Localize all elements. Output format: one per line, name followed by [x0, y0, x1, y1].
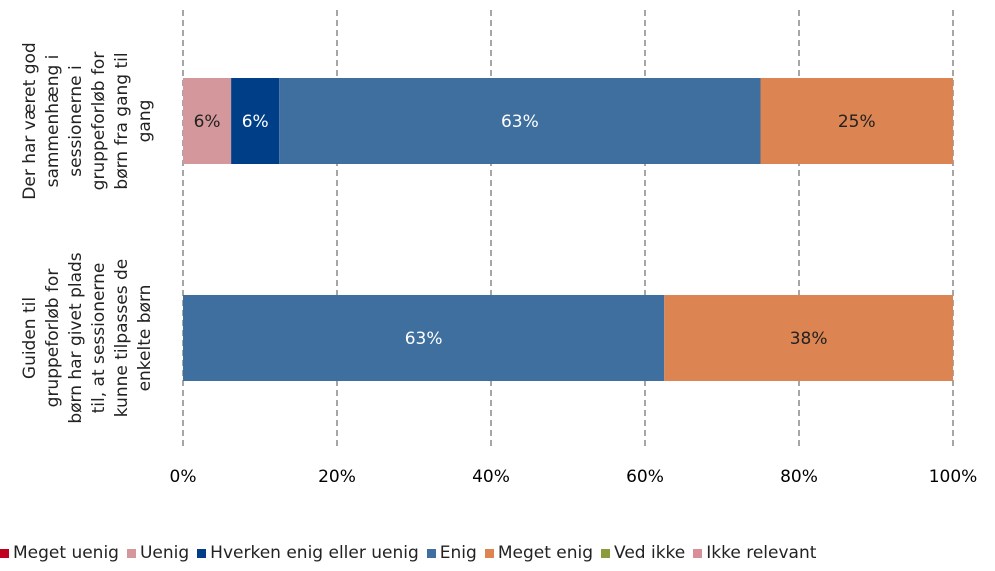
legend-label: Uenig — [139, 543, 190, 563]
category-label: Der har været god sammenhæng i sessioner… — [20, 42, 155, 200]
legend-item: Ved ikke — [601, 543, 685, 563]
legend-label: Enig — [439, 543, 477, 563]
legend-label: Meget uenig — [13, 543, 119, 563]
legend-item: Meget enig — [484, 543, 594, 563]
x-tick-label: 100% — [929, 467, 978, 487]
legend-item: Enig — [426, 543, 477, 563]
legend-swatch — [197, 548, 207, 558]
legend-swatch — [126, 548, 136, 558]
bar-segment — [664, 295, 953, 381]
legend-label: Hverken enig eller uenig — [210, 543, 419, 563]
value-label: 25% — [838, 112, 876, 132]
value-label: 6% — [194, 112, 221, 132]
legend-swatch — [693, 548, 703, 558]
value-label: 6% — [242, 112, 269, 132]
bar-segment — [279, 78, 761, 164]
legend: Meget uenig Uenig Hverken enig eller uenig… — [0, 543, 824, 563]
value-label: 38% — [790, 329, 828, 349]
legend-label: Ved ikke — [614, 543, 686, 563]
x-tick-label: 80% — [780, 467, 818, 487]
bar-segment — [183, 78, 232, 164]
bar-segment — [760, 78, 953, 164]
x-tick-label: 60% — [626, 467, 664, 487]
bar-segment — [183, 295, 665, 381]
x-tick-label: 20% — [318, 467, 356, 487]
category-label: Guiden til gruppeforløb for børn har giv… — [20, 252, 155, 424]
legend-label: Ikke relevant — [706, 543, 817, 563]
legend-swatch — [601, 548, 611, 558]
legend-swatch — [426, 548, 436, 558]
legend-item: Uenig — [126, 543, 190, 563]
x-tick-label: 40% — [472, 467, 510, 487]
bar-segment — [231, 78, 280, 164]
value-label: 63% — [501, 112, 539, 132]
legend-item: Ikke relevant — [693, 543, 816, 563]
value-label: 63% — [405, 329, 443, 349]
legend-swatch — [0, 548, 9, 558]
legend-label: Meget enig — [497, 543, 594, 563]
legend-item: Meget uenig — [0, 543, 119, 563]
legend-swatch — [484, 548, 494, 558]
x-tick-label: 0% — [170, 467, 197, 487]
legend-item: Hverken enig eller uenig — [197, 543, 419, 563]
chart: 0% 20% 40% 60% 80% 100% 6% 6% 63% 25% 63% 38% — [170, 10, 978, 487]
